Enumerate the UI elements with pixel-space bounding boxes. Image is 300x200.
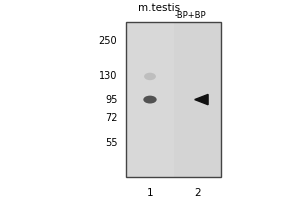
Text: 2: 2 bbox=[194, 188, 201, 198]
Text: 130: 130 bbox=[99, 71, 117, 81]
Text: 55: 55 bbox=[105, 138, 117, 148]
Polygon shape bbox=[195, 94, 208, 105]
Text: 72: 72 bbox=[105, 113, 117, 123]
Text: 250: 250 bbox=[99, 36, 117, 46]
Bar bbox=[126, 22, 174, 177]
Bar bbox=[174, 22, 221, 177]
Bar bbox=[126, 22, 221, 177]
Text: 95: 95 bbox=[105, 95, 117, 105]
Ellipse shape bbox=[143, 96, 157, 104]
Text: -BP+BP: -BP+BP bbox=[175, 11, 207, 20]
Ellipse shape bbox=[144, 73, 156, 80]
Text: m.testis: m.testis bbox=[138, 3, 181, 13]
Bar bbox=[126, 22, 221, 177]
Text: 1: 1 bbox=[147, 188, 153, 198]
